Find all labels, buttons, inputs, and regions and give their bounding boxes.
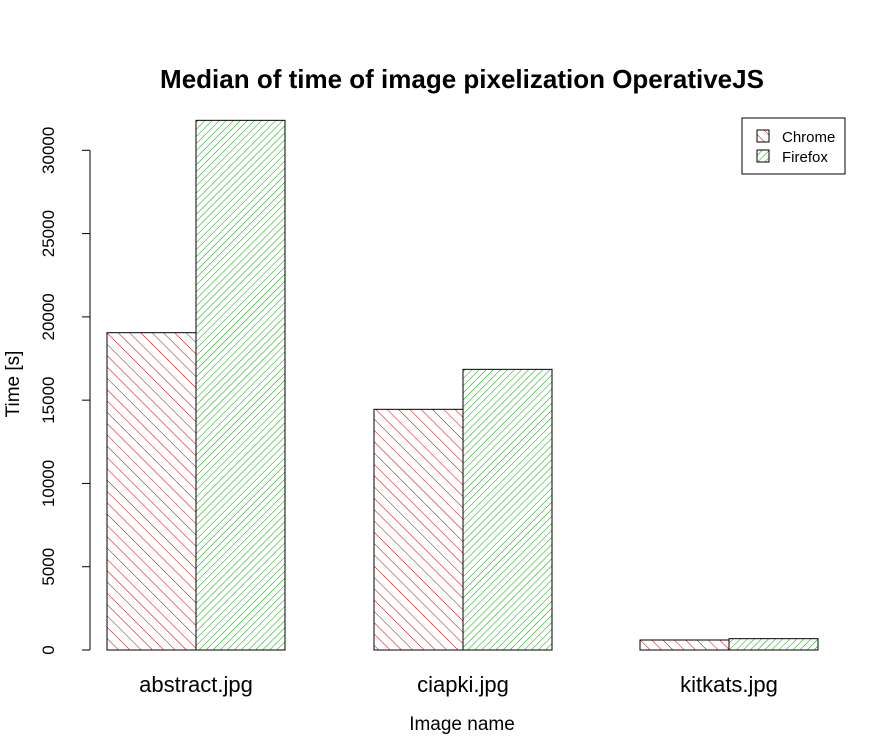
- y-tick-label: 15000: [39, 377, 58, 424]
- x-category-labels: abstract.jpg ciapki.jpg kitkats.jpg: [139, 672, 778, 697]
- bar-chrome-1: [373, 408, 464, 651]
- y-axis-label: Time [s]: [3, 351, 24, 418]
- y-tick-label: 0: [39, 645, 58, 654]
- legend: Chrome Firefox: [741, 117, 846, 175]
- bar-firefox-2: [728, 638, 819, 651]
- chart-title: Median of time of image pixelization Ope…: [160, 64, 764, 94]
- y-axis: 0 5000 10000 15000 20000 25000 30000: [39, 127, 91, 655]
- y-tick-label: 30000: [39, 127, 58, 174]
- x-category-label: ciapki.jpg: [417, 672, 509, 697]
- y-tick-label: 10000: [39, 460, 58, 507]
- bar-firefox-0: [195, 119, 286, 651]
- y-tick-label: 5000: [39, 548, 58, 586]
- legend-swatch-chrome: [756, 129, 770, 143]
- legend-label-firefox: Firefox: [782, 149, 828, 166]
- bar-firefox-1: [462, 368, 553, 651]
- legend-box: [741, 117, 846, 175]
- bars: [106, 119, 819, 651]
- x-category-label: abstract.jpg: [139, 672, 253, 697]
- x-category-label: kitkats.jpg: [680, 672, 778, 697]
- y-tick-label: 20000: [39, 293, 58, 340]
- bar-chrome-0: [106, 332, 197, 651]
- legend-label-chrome: Chrome: [782, 129, 835, 146]
- legend-swatch-firefox: [756, 149, 770, 163]
- x-axis-label: Image name: [409, 714, 515, 735]
- y-tick-label: 25000: [39, 210, 58, 257]
- bar-chrome-2: [639, 639, 730, 651]
